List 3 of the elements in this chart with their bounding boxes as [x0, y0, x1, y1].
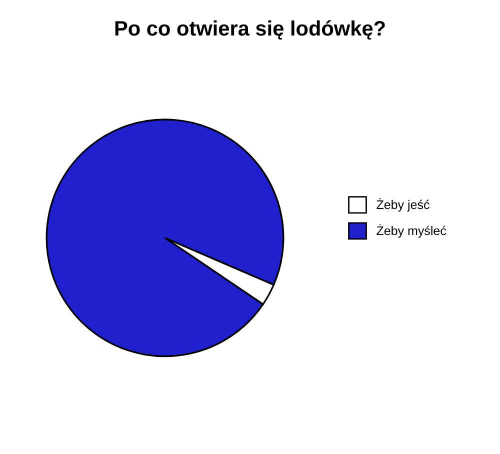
legend-label: Żeby jeść: [376, 198, 430, 212]
chart-title: Po co otwiera się lodówkę?: [115, 20, 385, 40]
legend-label: Żeby myśleć: [376, 224, 446, 238]
